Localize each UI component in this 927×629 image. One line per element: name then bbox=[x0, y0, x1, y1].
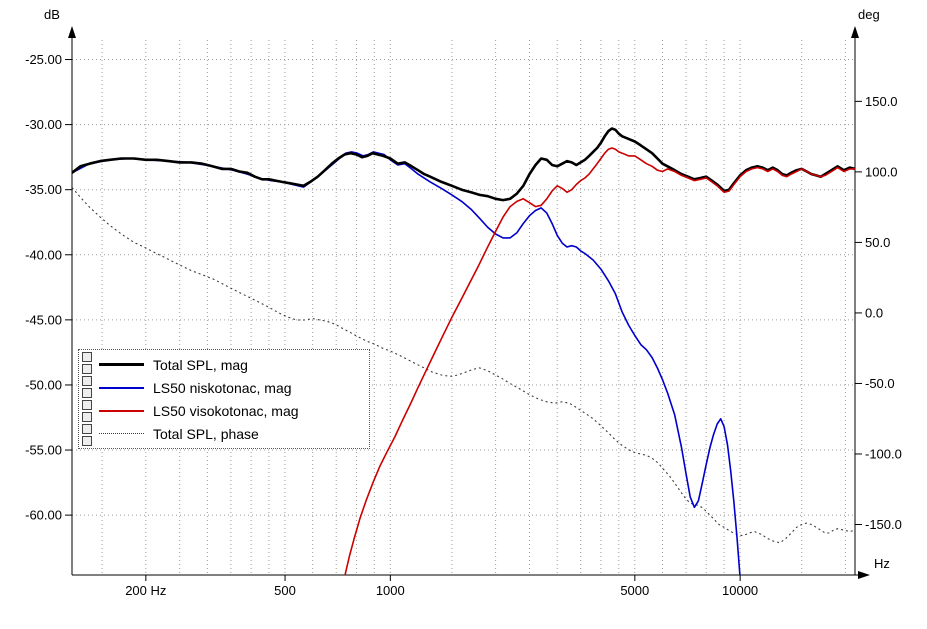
legend-line-sample bbox=[99, 433, 144, 434]
legend-handle[interactable] bbox=[82, 388, 92, 398]
right-axis-tick-label: -100.0 bbox=[865, 447, 902, 462]
legend-item-total-spl-mag[interactable]: Total SPL, mag bbox=[99, 354, 363, 376]
legend-line-sample bbox=[99, 409, 144, 412]
right-axis-tick-label: 100.0 bbox=[865, 164, 898, 179]
legend-item-label: LS50 niskotonac, mag bbox=[153, 379, 292, 396]
legend-item-label: LS50 visokotonac, mag bbox=[153, 402, 299, 419]
left-axis-tick-label: -60.00 bbox=[25, 508, 62, 523]
legend-box[interactable]: Total SPL, mag LS50 niskotonac, mag LS50 v… bbox=[78, 349, 370, 449]
legend-handle[interactable] bbox=[82, 400, 92, 410]
curve-total-spl-mag bbox=[72, 127, 855, 202]
left-axis-tick-label: -50.00 bbox=[25, 378, 62, 393]
curve-total-spl-phase bbox=[72, 187, 855, 544]
legend-handle[interactable] bbox=[82, 424, 92, 434]
legend-line-sample bbox=[99, 386, 144, 389]
legend-handle[interactable] bbox=[82, 436, 92, 446]
left-axis-tick-label: -55.00 bbox=[25, 443, 62, 458]
right-axis-tick-label: 0.0 bbox=[865, 305, 883, 320]
left-axis-tick-label: -45.00 bbox=[25, 312, 62, 327]
legend-rows: Total SPL, mag LS50 niskotonac, mag LS50 v… bbox=[99, 350, 369, 448]
x-axis-unit-label: Hz bbox=[874, 556, 890, 571]
x-axis-tick-label: 10000 bbox=[722, 583, 758, 598]
x-axis-tick-label: 200 Hz bbox=[125, 583, 166, 598]
legend-handle[interactable] bbox=[82, 352, 92, 362]
legend-handle[interactable] bbox=[82, 376, 92, 386]
x-axis-arrow-icon bbox=[858, 571, 870, 579]
left-axis-arrow-icon bbox=[68, 26, 76, 38]
legend-item-ls50-visokotonac-mag[interactable]: LS50 visokotonac, mag bbox=[99, 400, 363, 422]
right-axis-tick-label: -50.0 bbox=[865, 376, 895, 391]
legend-handle-column bbox=[79, 350, 99, 448]
x-axis-tick-label: 5000 bbox=[620, 583, 649, 598]
legend-item-total-spl-phase[interactable]: Total SPL, phase bbox=[99, 423, 363, 445]
left-axis-tick-label: -30.00 bbox=[25, 117, 62, 132]
left-axis-unit-label: dB bbox=[44, 7, 60, 22]
right-axis-tick-label: 50.0 bbox=[865, 235, 890, 250]
right-axis-tick-label: -150.0 bbox=[865, 517, 902, 532]
legend-handle[interactable] bbox=[82, 364, 92, 374]
left-axis-tick-label: -40.00 bbox=[25, 247, 62, 262]
legend-item-label: Total SPL, phase bbox=[153, 425, 259, 442]
x-axis-tick-label: 1000 bbox=[376, 583, 405, 598]
x-axis-tick-label: 500 bbox=[274, 583, 296, 598]
right-axis-unit-label: deg bbox=[858, 7, 880, 22]
legend-item-label: Total SPL, mag bbox=[153, 356, 248, 373]
legend-handle[interactable] bbox=[82, 412, 92, 422]
left-axis-tick-label: -35.00 bbox=[25, 182, 62, 197]
right-axis-tick-label: 150.0 bbox=[865, 94, 898, 109]
curve-ls50-visokotonac-mag bbox=[344, 147, 855, 575]
legend-line-sample bbox=[99, 363, 144, 366]
right-axis-arrow-icon bbox=[851, 26, 859, 38]
legend-item-ls50-niskotonac-mag[interactable]: LS50 niskotonac, mag bbox=[99, 377, 363, 399]
left-axis-tick-label: -25.00 bbox=[25, 52, 62, 67]
